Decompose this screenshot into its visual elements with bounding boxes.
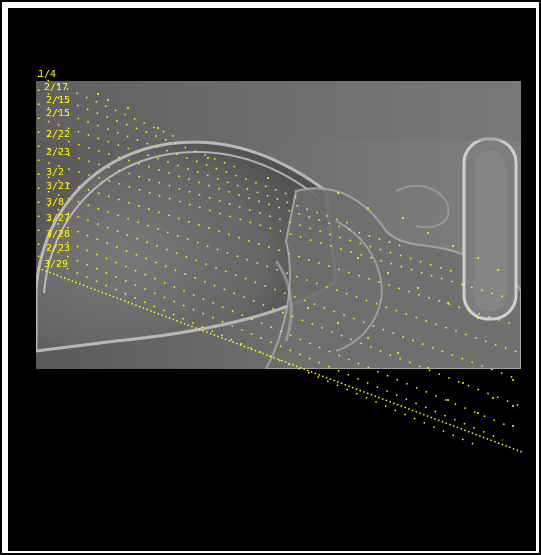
slice-label: 2/15 bbox=[46, 108, 71, 119]
slice-label: 1/4 bbox=[38, 69, 57, 80]
slice-label: 2/15 bbox=[46, 95, 71, 106]
slice-label: 2/22 bbox=[46, 129, 71, 140]
slice-label: 3/8 bbox=[46, 197, 65, 208]
slice-label: 2/17 bbox=[44, 82, 69, 93]
slice-label: 3/21 bbox=[46, 181, 71, 192]
skull-xray-image bbox=[36, 81, 521, 369]
slice-label: 2/23 bbox=[46, 243, 71, 254]
slice-label: 3/29 bbox=[44, 259, 69, 270]
image-viewport: 1/4 2/17 2/15 2/15 2/22 2/23 3/2 3/21 3/… bbox=[8, 8, 536, 551]
slice-label: 3/27 bbox=[46, 213, 71, 224]
slice-label: 3/28 bbox=[46, 229, 71, 240]
annotation-overlay bbox=[37, 75, 523, 453]
skull-xray-icon bbox=[36, 81, 521, 369]
slice-label: 3/2 bbox=[46, 167, 65, 178]
slice-label: 2/23 bbox=[46, 147, 71, 158]
